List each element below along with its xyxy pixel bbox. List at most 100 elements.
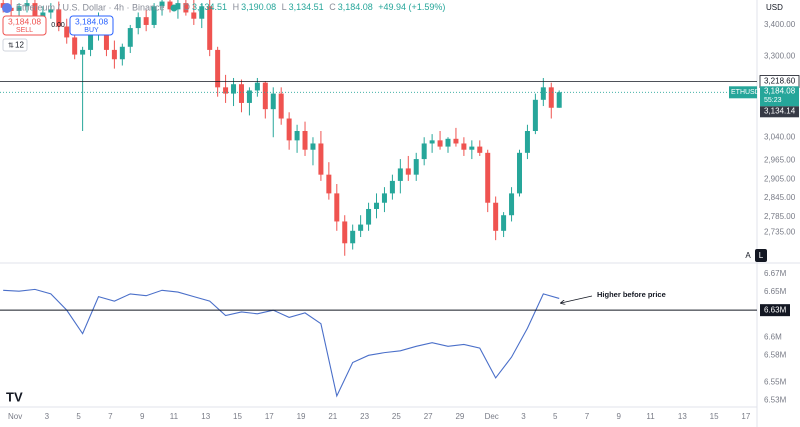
candle-body — [532, 99, 538, 131]
spread: 0.00 — [51, 22, 65, 29]
candle-body — [397, 168, 403, 181]
candle-body — [254, 82, 260, 91]
annotation-arrow — [561, 295, 593, 303]
quantity-icon: ⇅ — [8, 42, 14, 49]
candle-body — [111, 49, 117, 60]
quantity-box[interactable] — [2, 38, 28, 52]
candle-body — [493, 202, 499, 231]
x-tick-label: 3 — [45, 412, 50, 421]
y-tick-label: 3,040.00 — [764, 132, 796, 141]
candle-body — [318, 143, 324, 175]
candle-body — [143, 17, 149, 25]
candle-body — [381, 193, 387, 203]
candle-body — [238, 84, 244, 103]
buy-button[interactable] — [69, 15, 114, 36]
candle-body — [405, 168, 411, 175]
candle-body — [429, 140, 435, 144]
symbol-tag: ETHUSD — [731, 89, 760, 96]
annotation: Higher before price — [597, 290, 666, 299]
candle-body — [262, 82, 268, 110]
ohlc-key: O — [183, 2, 190, 12]
y-tick-label: 6.58M — [764, 350, 787, 359]
candle-body — [16, 6, 22, 11]
candle-body — [80, 49, 86, 55]
tv-logo: TV — [6, 389, 23, 404]
y-tick-label: 2,735.00 — [764, 227, 796, 236]
candle-body — [334, 193, 340, 222]
candle-body — [223, 87, 229, 94]
candle-body — [48, 9, 54, 13]
sell-price: 3,184.08 — [8, 16, 41, 26]
sell-label: SELL — [16, 27, 33, 34]
level-label: 6.63M — [764, 305, 787, 314]
ohlc-change: +49.94 (+1.59%) — [378, 2, 445, 12]
candle-body — [310, 143, 316, 150]
candle-body — [175, 3, 181, 10]
candle-body — [342, 221, 348, 244]
buy-price: 3,184.08 — [75, 16, 108, 26]
y-tick-label: 3,300.00 — [764, 51, 796, 60]
x-tick-label: 27 — [424, 412, 433, 421]
bid-label: 3,134.14 — [764, 106, 796, 115]
ohlc-value: 3,190.08 — [241, 2, 276, 12]
candle-body — [556, 92, 562, 108]
candle-body — [302, 131, 308, 150]
x-tick-label: 9 — [617, 412, 622, 421]
candle-body — [350, 230, 356, 244]
auto-button[interactable]: A — [745, 251, 751, 260]
bid-label-bg — [760, 106, 799, 118]
log-button-bg[interactable] — [755, 249, 767, 262]
x-tick-label: 15 — [710, 412, 719, 421]
currency-button[interactable] — [760, 1, 798, 15]
sell-button[interactable] — [2, 15, 47, 36]
candle-body — [326, 174, 332, 194]
candle-body — [509, 193, 515, 216]
candle-body — [548, 87, 554, 108]
x-tick-label: 7 — [585, 412, 590, 421]
candle-body — [524, 131, 530, 153]
x-tick-label: 17 — [265, 412, 274, 421]
ohlc-key: C — [329, 2, 336, 12]
candle-body — [294, 131, 300, 141]
last-price-bg — [760, 86, 799, 107]
ohlc-value: 3,184.08 — [338, 2, 373, 12]
candle-body — [183, 3, 189, 13]
candle-body — [366, 208, 372, 225]
candle-body — [469, 146, 475, 150]
candle-body — [127, 28, 133, 47]
y-tick-label: 2,965.00 — [764, 156, 796, 165]
y-tick-label: 2,845.00 — [764, 193, 796, 202]
indicator-line — [3, 288, 560, 398]
x-tick-label: 11 — [170, 412, 179, 421]
candle-body — [485, 152, 491, 203]
x-tick-label: 23 — [360, 412, 369, 421]
x-tick-label: 17 — [741, 412, 750, 421]
log-button[interactable]: L — [759, 251, 764, 260]
countdown: 55:23 — [764, 97, 782, 104]
candle-body — [540, 87, 546, 100]
candle-body — [24, 3, 30, 7]
candle-body — [286, 118, 292, 141]
candle-body — [501, 215, 507, 231]
candle-body — [207, 6, 213, 50]
symbol-tag-bg — [729, 86, 757, 99]
y-tick-label: 3,400.00 — [764, 20, 796, 29]
last-price-label: 3,184.08 — [764, 86, 796, 95]
candle-body — [437, 140, 443, 147]
candle-body — [215, 49, 221, 88]
x-tick-label: 15 — [233, 412, 242, 421]
level-label-bg — [760, 304, 790, 317]
candle-body — [32, 3, 38, 18]
ohlc-key: H — [233, 2, 240, 12]
x-tick-label: 9 — [140, 412, 145, 421]
candle-body — [56, 9, 62, 27]
candle-body — [358, 224, 364, 231]
ohlc-value: 3,134.51 — [192, 2, 227, 12]
currency: USD — [766, 3, 783, 12]
quantity: 12 — [15, 41, 24, 50]
x-tick-label: 21 — [328, 412, 337, 421]
y-tick-label: 2,785.00 — [764, 212, 796, 221]
x-tick-label: 13 — [201, 412, 210, 421]
candle-body — [72, 37, 78, 55]
